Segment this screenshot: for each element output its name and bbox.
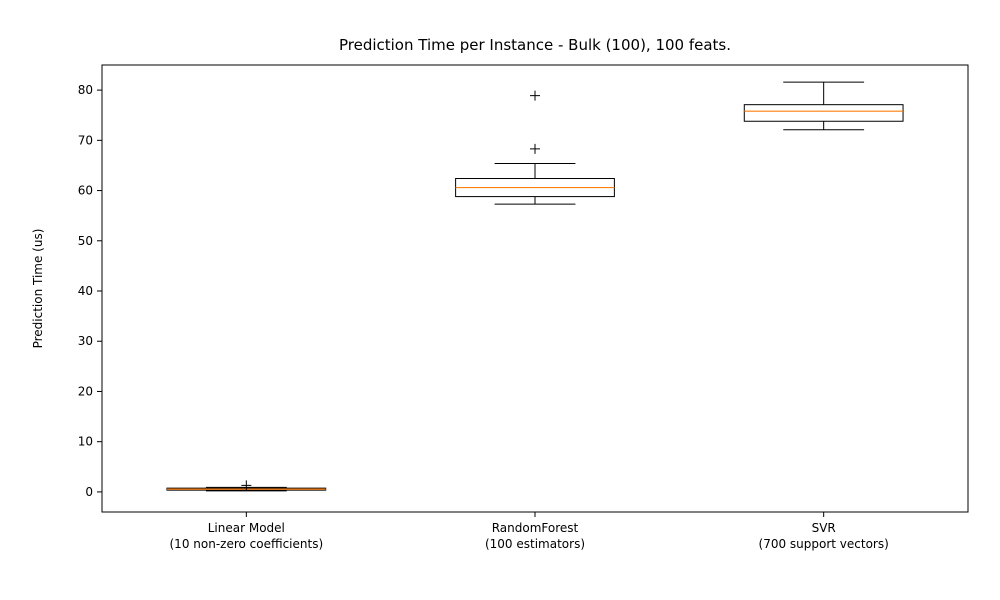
y-tick-label: 80 — [78, 83, 93, 97]
y-axis-label: Prediction Time (us) — [31, 229, 45, 349]
flier-marker — [530, 91, 540, 101]
box-group — [744, 82, 903, 130]
y-tick-label: 40 — [78, 284, 93, 298]
y-tick-label: 0 — [85, 485, 93, 499]
box-group — [167, 480, 326, 491]
y-tick-label: 50 — [78, 234, 93, 248]
y-ticks: 0 10 20 30 40 50 60 70 80 — [78, 83, 102, 499]
x-tick-label-line1: SVR — [812, 521, 836, 535]
box-group — [456, 91, 615, 204]
x-tick-label-line2: (700 support vectors) — [759, 537, 889, 551]
plot-spines — [102, 65, 968, 512]
x-ticks: Linear Model (10 non-zero coefficients) Ra… — [170, 512, 889, 551]
y-tick-label: 10 — [78, 435, 93, 449]
box-groups — [167, 82, 903, 491]
chart-title: Prediction Time per Instance - Bulk (100… — [339, 36, 731, 54]
x-tick-label-line2: (100 estimators) — [485, 537, 585, 551]
boxplot-chart: Prediction Time per Instance - Bulk (100… — [0, 0, 1000, 600]
y-tick-label: 30 — [78, 334, 93, 348]
y-tick-label: 20 — [78, 384, 93, 398]
x-tick-label-line2: (10 non-zero coefficients) — [170, 537, 324, 551]
x-tick-label-line1: RandomForest — [492, 521, 579, 535]
y-tick-label: 60 — [78, 184, 93, 198]
y-tick-label: 70 — [78, 133, 93, 147]
x-tick-label-line1: Linear Model — [208, 521, 285, 535]
flier-marker — [530, 144, 540, 154]
